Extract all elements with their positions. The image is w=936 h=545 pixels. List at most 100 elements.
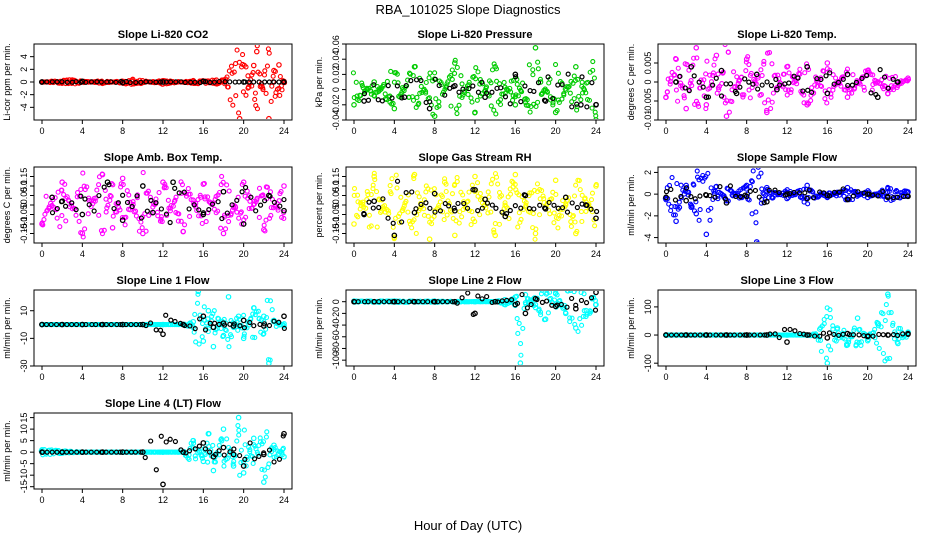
ref-point	[365, 97, 372, 103]
data-point	[107, 197, 113, 204]
x-tick-label: 24	[903, 372, 913, 382]
data-point	[535, 59, 541, 65]
ref-point	[385, 83, 391, 89]
data-point	[250, 62, 257, 69]
ref-point	[470, 83, 476, 89]
y-axis-label: degrees C per min.	[626, 44, 636, 121]
data-point	[368, 192, 374, 198]
ref-point	[594, 208, 600, 215]
ref-point	[727, 183, 734, 189]
y-tick-label: 0.04	[331, 50, 341, 68]
data-point	[389, 176, 395, 182]
data-point	[743, 68, 749, 74]
data-point	[570, 213, 576, 219]
data-point	[406, 70, 413, 76]
ref-point	[426, 105, 433, 112]
ref-point	[94, 449, 100, 455]
ref-point	[723, 332, 730, 338]
ref-point	[139, 449, 146, 456]
data-point	[211, 308, 217, 314]
ref-point	[138, 79, 144, 85]
data-point	[279, 87, 285, 93]
data-point	[552, 109, 559, 116]
data-point	[469, 209, 475, 215]
data-point	[532, 45, 539, 51]
ref-point	[281, 325, 287, 332]
data-point	[579, 218, 585, 225]
ref-point	[196, 443, 202, 449]
data-point	[410, 97, 417, 103]
data-point	[532, 230, 539, 237]
data-point	[39, 447, 45, 453]
data-point	[266, 461, 272, 467]
ref-point	[200, 313, 207, 320]
data-point	[190, 318, 197, 325]
data-point	[432, 70, 438, 76]
ref-point	[767, 331, 773, 337]
panel-title: Slope Amb. Box Temp.	[104, 152, 223, 164]
data-point	[703, 231, 710, 238]
ref-point	[167, 436, 173, 442]
data-point	[672, 204, 678, 210]
data-point	[769, 61, 775, 67]
data-point	[370, 186, 376, 192]
data-point	[263, 314, 270, 321]
data-point	[703, 102, 710, 108]
data-point	[199, 334, 205, 340]
data-point	[235, 422, 241, 429]
data-point	[518, 341, 524, 347]
ref-point	[251, 323, 257, 329]
data-point	[885, 90, 891, 97]
ref-point	[761, 200, 767, 206]
data-point	[576, 178, 582, 184]
x-tick-label: 16	[822, 126, 832, 136]
ref-point	[559, 205, 566, 211]
data-point	[219, 438, 225, 444]
data-point	[530, 67, 536, 73]
data-point	[395, 80, 401, 86]
data-point	[356, 98, 362, 104]
data-point	[394, 71, 400, 77]
ref-point	[99, 449, 106, 456]
data-point	[551, 297, 558, 303]
data-point	[421, 212, 427, 218]
ref-point	[281, 196, 287, 203]
data-point	[588, 197, 595, 203]
ref-point	[391, 298, 398, 305]
y-tick-label: -0.02	[331, 95, 341, 116]
data-point	[676, 199, 682, 205]
data-point	[821, 321, 827, 327]
data-point	[193, 456, 199, 462]
data-point	[178, 218, 184, 224]
ref-point	[849, 82, 855, 88]
data-point	[197, 192, 203, 198]
ref-point	[411, 298, 418, 305]
data-point	[278, 188, 284, 195]
ref-point	[266, 322, 273, 329]
data-point	[382, 203, 388, 209]
data-point	[671, 72, 678, 78]
ref-point	[885, 85, 891, 91]
ref-point	[806, 187, 812, 193]
ref-point	[54, 205, 60, 212]
y-axis-label: ml/min per min.	[626, 174, 636, 236]
x-tick-label: 12	[470, 249, 480, 259]
data-point	[200, 458, 207, 465]
ref-point	[262, 79, 268, 85]
ref-point	[183, 450, 189, 456]
data-point	[786, 70, 792, 76]
data-point	[675, 98, 681, 104]
data-point	[538, 312, 544, 318]
ref-point	[472, 310, 478, 317]
data-point	[743, 182, 750, 189]
data-point	[355, 214, 361, 220]
data-point	[180, 228, 186, 235]
ref-point	[840, 76, 846, 82]
y-tick-label: 0	[331, 202, 341, 207]
ref-point	[237, 452, 243, 459]
data-point	[567, 291, 574, 294]
data-point	[429, 221, 435, 227]
data-point	[411, 64, 418, 70]
ref-point	[546, 199, 552, 206]
data-point	[573, 64, 579, 70]
